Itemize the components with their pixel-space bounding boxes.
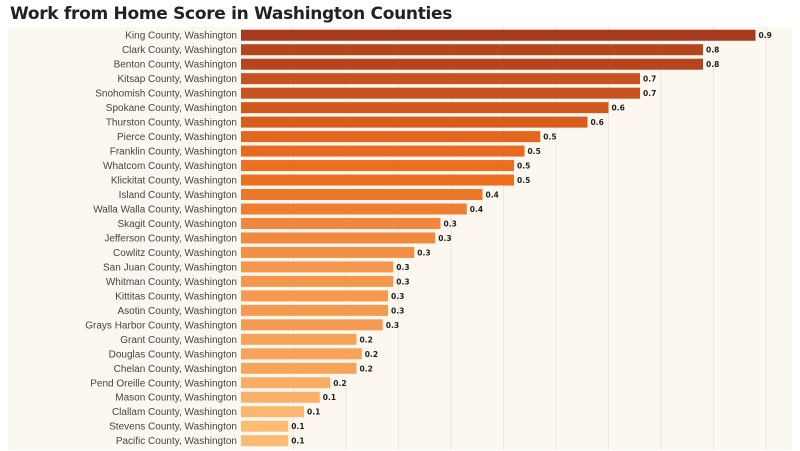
category-label: Whitman County, Washington [106,277,237,288]
bar[interactable] [241,203,467,215]
bar[interactable] [241,189,483,201]
value-label: 0.8 [706,46,719,55]
category-label: Klickitat County, Washington [111,176,237,187]
value-label: 0.9 [759,31,772,40]
category-label: Mason County, Washington [115,393,237,404]
bar[interactable] [241,131,541,143]
bar[interactable] [241,304,388,316]
category-label: Island County, Washington [119,190,237,201]
bar[interactable] [241,87,640,99]
category-label: Stevens County, Washington [109,422,237,433]
value-label: 0.5 [543,133,556,142]
bar[interactable] [241,406,304,418]
value-label: 0.1 [291,437,304,446]
bar[interactable] [241,348,362,360]
category-label: Walla Walla County, Washington [93,205,237,216]
value-label: 0.3 [386,321,399,330]
bar[interactable] [241,290,388,302]
bar[interactable] [241,377,331,389]
value-label: 0.4 [470,205,483,214]
category-label: King County, Washington [125,31,237,42]
category-label: Benton County, Washington [114,60,237,71]
bar[interactable] [241,362,357,374]
category-label: Pierce County, Washington [117,132,237,143]
value-label: 0.5 [517,176,530,185]
value-label: 0.3 [438,234,451,243]
category-label: San Juan County, Washington [103,262,237,273]
value-label: 0.3 [391,306,404,315]
value-label: 0.2 [360,364,373,373]
category-label: Pacific County, Washington [116,436,237,447]
value-label: 0.1 [323,393,336,402]
value-label: 0.5 [517,162,530,171]
value-label: 0.3 [444,219,457,228]
category-label: Kittitas County, Washington [115,291,237,302]
category-label: Douglas County, Washington [109,349,237,360]
category-labels: King County, Washington Clark County, Was… [85,31,237,447]
category-label: Chelan County, Washington [114,364,237,375]
bar[interactable] [241,275,394,287]
bar[interactable] [241,391,320,403]
bar[interactable] [241,319,383,331]
bar[interactable] [241,420,289,432]
value-label: 0.2 [360,335,373,344]
bar[interactable] [241,232,436,244]
bar[interactable] [241,73,640,85]
category-label: Asotin County, Washington [117,306,237,317]
bar[interactable] [241,116,588,128]
bar[interactable] [241,333,357,345]
value-label: 0.1 [307,408,320,417]
category-label: Franklin County, Washington [110,147,237,158]
value-label: 0.3 [396,277,409,286]
value-label: 0.4 [486,191,499,200]
category-label: Clark County, Washington [122,45,237,56]
category-label: Skagit County, Washington [117,219,237,230]
bar[interactable] [241,174,514,186]
bar[interactable] [241,145,525,157]
value-label: 0.7 [643,75,656,84]
category-label: Thurston County, Washington [106,118,237,129]
value-label: 0.8 [706,60,719,69]
value-label: 0.3 [417,248,430,257]
category-label: Pend Oreille County, Washington [90,378,237,389]
bar[interactable] [241,44,703,56]
category-label: Snohomish County, Washington [95,89,237,100]
chart-title: Work from Home Score in Washington Count… [10,4,453,24]
bar[interactable] [241,58,703,70]
category-label: Cowlitz County, Washington [113,248,237,259]
category-label: Kitsap County, Washington [117,74,237,85]
category-label: Grant County, Washington [120,335,237,346]
bar[interactable] [241,102,609,114]
value-label: 0.1 [291,422,304,431]
value-label: 0.3 [391,292,404,301]
value-label: 0.2 [365,350,378,359]
bars [241,29,756,447]
category-label: Whatcom County, Washington [103,161,237,172]
bar[interactable] [241,261,394,273]
value-label: 0.6 [612,104,625,113]
value-label: 0.2 [333,379,346,388]
bar[interactable] [241,160,514,172]
value-labels: 0.90.80.80.70.70.60.60.50.50.50.50.40.40… [291,31,772,445]
bar[interactable] [241,435,289,447]
value-label: 0.7 [643,89,656,98]
category-label: Clallam County, Washington [112,407,237,418]
bar[interactable] [241,217,441,229]
bar[interactable] [241,29,756,41]
category-label: Jefferson County, Washington [104,233,237,244]
value-label: 0.5 [528,147,541,156]
category-label: Spokane County, Washington [106,103,237,114]
value-label: 0.3 [396,263,409,272]
category-label: Grays Harbor County, Washington [85,320,237,331]
value-label: 0.6 [591,118,604,127]
bar[interactable] [241,246,415,258]
